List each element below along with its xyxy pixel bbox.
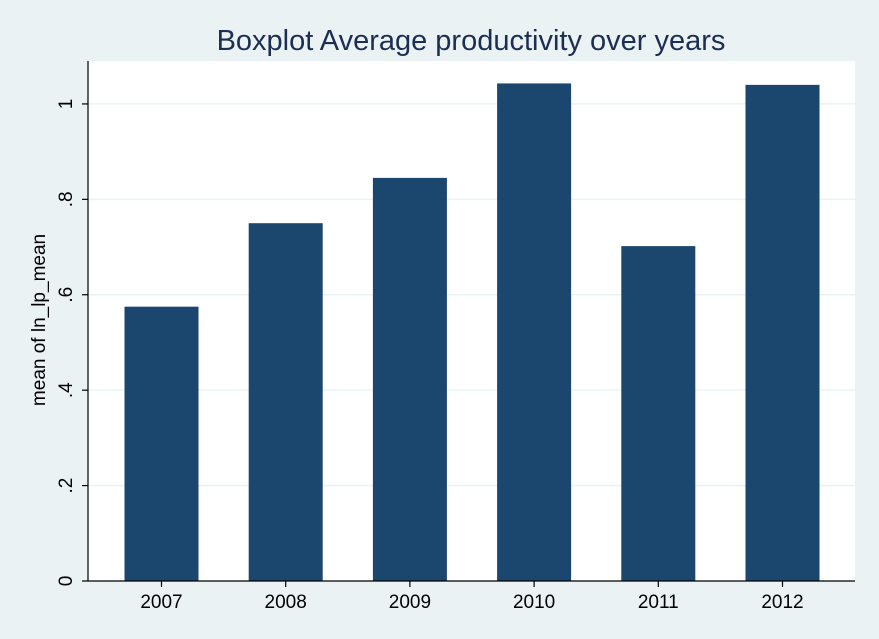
bar-2010 bbox=[497, 83, 572, 581]
y-tick-label: .8 bbox=[56, 191, 77, 207]
x-tick-label-2008: 2008 bbox=[265, 592, 307, 613]
bar-2008 bbox=[248, 223, 323, 581]
x-axis-ticks: 2007 2008 2009 2010 2011 2012 bbox=[140, 581, 804, 613]
gridlines bbox=[88, 103, 855, 487]
bar-2007 bbox=[124, 306, 199, 581]
bar-2011 bbox=[621, 246, 696, 581]
y-tick-label: .2 bbox=[56, 478, 77, 494]
plot-area bbox=[88, 61, 855, 581]
x-tick-label-2007: 2007 bbox=[140, 592, 182, 613]
x-tick-label-2010: 2010 bbox=[513, 592, 555, 613]
y-tick-label: .4 bbox=[56, 382, 77, 398]
y-tick-label: 0 bbox=[56, 576, 77, 587]
chart-title: Boxplot Average productivity over years bbox=[217, 25, 726, 57]
x-tick-label-2009: 2009 bbox=[389, 592, 431, 613]
x-tick-label-2011: 2011 bbox=[638, 592, 679, 613]
bars bbox=[124, 83, 820, 581]
bar-2012 bbox=[745, 84, 820, 581]
y-tick-label: .6 bbox=[56, 287, 77, 303]
y-axis-ticks: 0 .2 .4 .6 .8 1 bbox=[56, 99, 88, 587]
bar-2009 bbox=[372, 177, 447, 581]
y-axis-label: mean of ln_lp_mean bbox=[29, 234, 50, 406]
x-tick-label-2012: 2012 bbox=[761, 592, 803, 613]
y-tick-label: 1 bbox=[56, 99, 77, 110]
